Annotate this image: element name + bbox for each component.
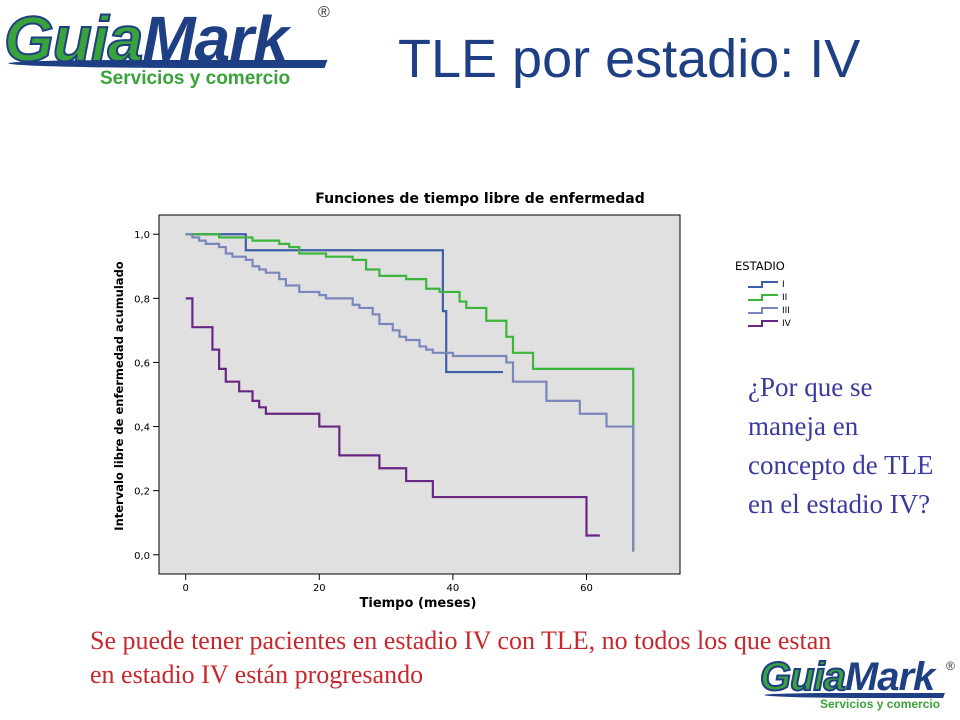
legend-label: III [782,306,790,316]
slide-title: TLE por estadio: IV [398,29,861,89]
y-tick-label: 1,0 [134,230,150,241]
plot-area [158,214,681,575]
x-tick-label: 60 [580,583,593,594]
logo-tagline: Servicios y comercio [100,68,291,89]
registered-mark: ® [318,4,330,21]
logo-tagline-small: Servicios y comercio [820,697,941,711]
series-group [185,233,635,552]
legend-label: I [782,280,785,290]
y-tick-label: 0,6 [134,358,150,369]
legend-swatch [748,320,778,327]
y-axis-label: Intervalo libre de enfermedad acumulado [112,261,126,531]
legend-swatch [748,307,778,314]
x-axis-label: Tiempo (meses) [360,596,477,611]
series-line-iii [185,233,635,552]
series-line-iv [185,297,600,537]
x-tick-label: 0 [183,583,189,594]
side-question: ¿Por que se maneja en concepto de TLE en… [748,372,934,519]
legend-swatch [748,281,778,288]
logo-bottom: GuiaMark ® Servicios y comercio [759,654,960,717]
y-axis: 0,0 0,2 0,4 0,6 0,8 1,0 [134,230,159,562]
x-tick-label: 40 [447,583,460,594]
legend-title: ESTADIO [735,259,785,273]
logo-wordmark-small: GuiaMark [759,654,935,700]
legend-swatch [748,294,778,301]
x-tick-label: 20 [313,583,326,594]
legend-label: IV [782,319,792,329]
bottom-note: Se puede tener pacientes en estadio IV c… [90,626,832,689]
y-tick-label: 0,2 [134,487,150,498]
legend-label: II [782,293,787,303]
y-tick-label: 0,8 [134,294,150,305]
chart-title: Funciones de tiempo libre de enfermedad [315,191,644,207]
y-tick-label: 0,4 [134,423,150,434]
x-axis: 0 20 40 60 [183,574,593,594]
y-tick-label: 0,0 [134,551,150,562]
registered-mark-small: ® [946,659,955,673]
logo-top: GuiaMark ® Servicios y comercio [3,0,344,96]
series-line-ii [185,233,635,552]
